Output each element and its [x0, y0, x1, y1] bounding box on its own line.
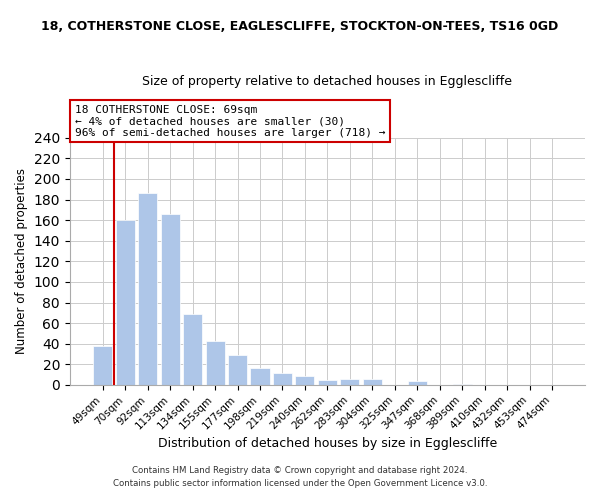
Bar [93, 346, 112, 385]
Text: Contains HM Land Registry data © Crown copyright and database right 2024.
Contai: Contains HM Land Registry data © Crown c… [113, 466, 487, 487]
Y-axis label: Number of detached properties: Number of detached properties [15, 168, 28, 354]
Text: 18, COTHERSTONE CLOSE, EAGLESCLIFFE, STOCKTON-ON-TEES, TS16 0GD: 18, COTHERSTONE CLOSE, EAGLESCLIFFE, STO… [41, 20, 559, 33]
Bar [206, 340, 224, 385]
Bar [138, 194, 157, 385]
Title: Size of property relative to detached houses in Egglescliffe: Size of property relative to detached ho… [142, 75, 512, 88]
X-axis label: Distribution of detached houses by size in Egglescliffe: Distribution of detached houses by size … [158, 437, 497, 450]
Bar [228, 355, 247, 385]
Bar [183, 314, 202, 385]
Bar [340, 378, 359, 385]
Bar [161, 214, 179, 385]
Bar [116, 220, 135, 385]
Bar [295, 376, 314, 385]
Bar [273, 372, 292, 385]
Text: 18 COTHERSTONE CLOSE: 69sqm
← 4% of detached houses are smaller (30)
96% of semi: 18 COTHERSTONE CLOSE: 69sqm ← 4% of deta… [75, 104, 385, 138]
Bar [250, 368, 269, 385]
Bar [363, 378, 382, 385]
Bar [318, 380, 337, 385]
Bar [407, 380, 427, 385]
Bar [452, 384, 472, 385]
